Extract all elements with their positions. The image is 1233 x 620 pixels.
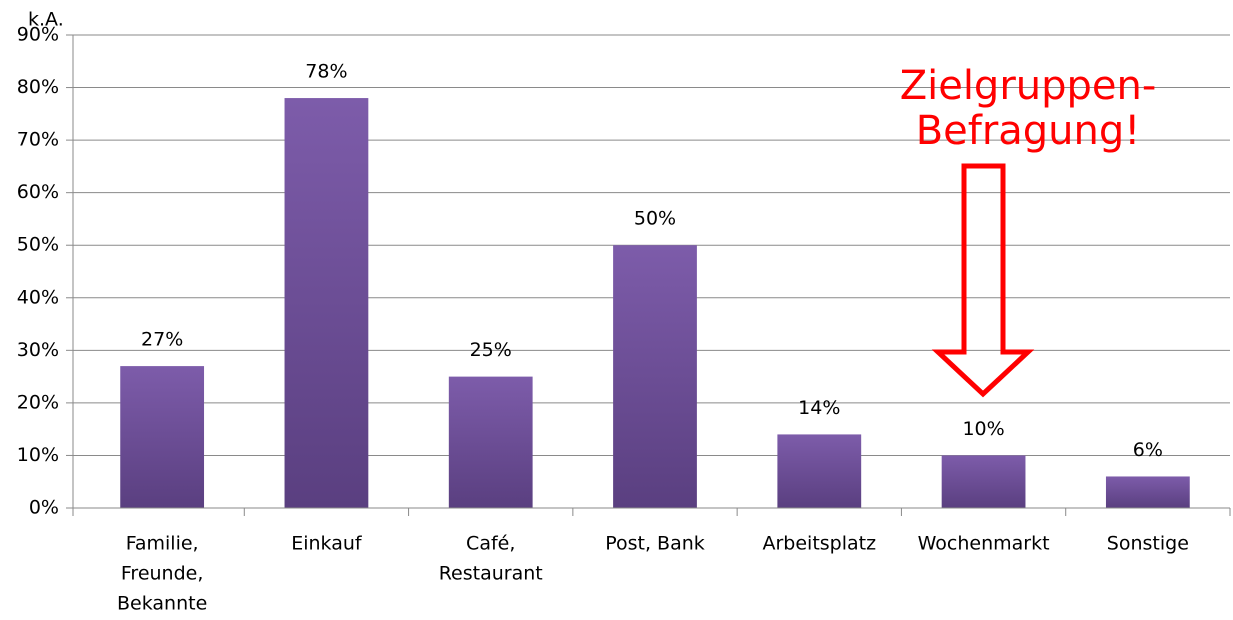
corner-label: k.A. — [28, 9, 64, 31]
y-tick-label: 70% — [17, 129, 59, 151]
y-tick-label: 40% — [17, 286, 59, 308]
x-tick-label: Wochenmarkt — [918, 533, 1050, 555]
y-tick-label: 90% — [17, 24, 59, 46]
value-label: 25% — [470, 339, 512, 361]
bar — [777, 434, 862, 508]
x-tick-label: Bekannte — [117, 593, 207, 615]
y-tick-label: 80% — [17, 76, 59, 98]
x-tick-label: Familie, — [126, 533, 199, 555]
annotation: Zielgruppen- — [900, 63, 1157, 109]
value-label: 78% — [305, 61, 347, 83]
y-tick-label: 10% — [17, 444, 59, 466]
bar — [613, 245, 697, 508]
bar — [1105, 476, 1190, 508]
value-label: 27% — [141, 329, 183, 351]
x-tick-label: Post, Bank — [605, 533, 705, 555]
value-label: 6% — [1133, 439, 1163, 461]
x-tick-label: Café, — [466, 533, 515, 555]
value-label: 50% — [634, 208, 676, 230]
value-label: 14% — [798, 397, 840, 419]
x-tick-label: Restaurant — [439, 563, 543, 585]
arrow — [931, 163, 1035, 398]
value-label: 10% — [962, 418, 1004, 440]
x-tick-label: Freunde, — [121, 563, 204, 585]
bar — [448, 376, 533, 508]
y-tick-label: 0% — [29, 497, 59, 519]
annotation: Befragung! — [916, 108, 1141, 154]
y-tick-label: 20% — [17, 391, 59, 413]
y-tick-label: 30% — [17, 339, 59, 361]
x-tick-label: Einkauf — [291, 533, 363, 555]
bar — [941, 455, 1026, 508]
x-tick-label: Sonstige — [1107, 533, 1189, 555]
x-tick-label: Arbeitsplatz — [762, 533, 876, 555]
y-tick-label: 60% — [17, 181, 59, 203]
bar — [120, 366, 205, 508]
y-tick-label: 50% — [17, 234, 59, 256]
bar — [284, 98, 369, 509]
